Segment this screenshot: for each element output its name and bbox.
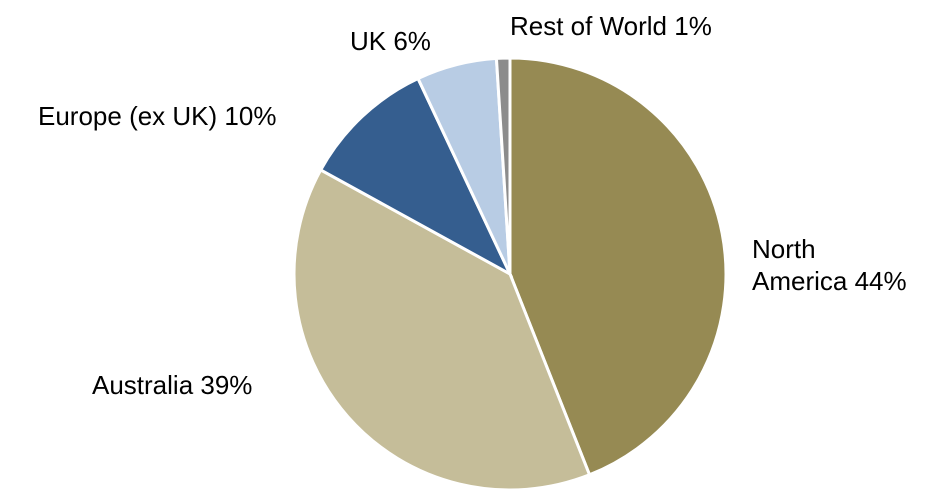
pie-label-line: America 44% bbox=[752, 266, 907, 296]
pie-labels: North America 44% Australia 39% Europe (ex … bbox=[38, 11, 907, 400]
pie-label-rest-of-world: Rest of World 1% bbox=[510, 11, 712, 41]
pie-label-line: Australia 39% bbox=[92, 370, 252, 400]
pie-label-australia: Australia 39% bbox=[92, 370, 252, 400]
pie-label-europe-ex-uk: Europe (ex UK) 10% bbox=[38, 101, 276, 131]
pie-slice-north-america bbox=[508, 56, 728, 477]
pie-label-line: Europe (ex UK) 10% bbox=[38, 101, 276, 131]
pie-slices bbox=[292, 56, 728, 490]
pie-label-uk: UK 6% bbox=[350, 26, 431, 56]
pie-label-line: Rest of World 1% bbox=[510, 11, 712, 41]
pie-label-north-america: North America 44% bbox=[752, 234, 907, 296]
pie-slice-rest-of-world bbox=[494, 56, 512, 275]
pie-slice-europe-ex-uk bbox=[318, 76, 514, 278]
pie-label-line: North bbox=[752, 234, 816, 264]
pie-label-line: UK 6% bbox=[350, 26, 431, 56]
